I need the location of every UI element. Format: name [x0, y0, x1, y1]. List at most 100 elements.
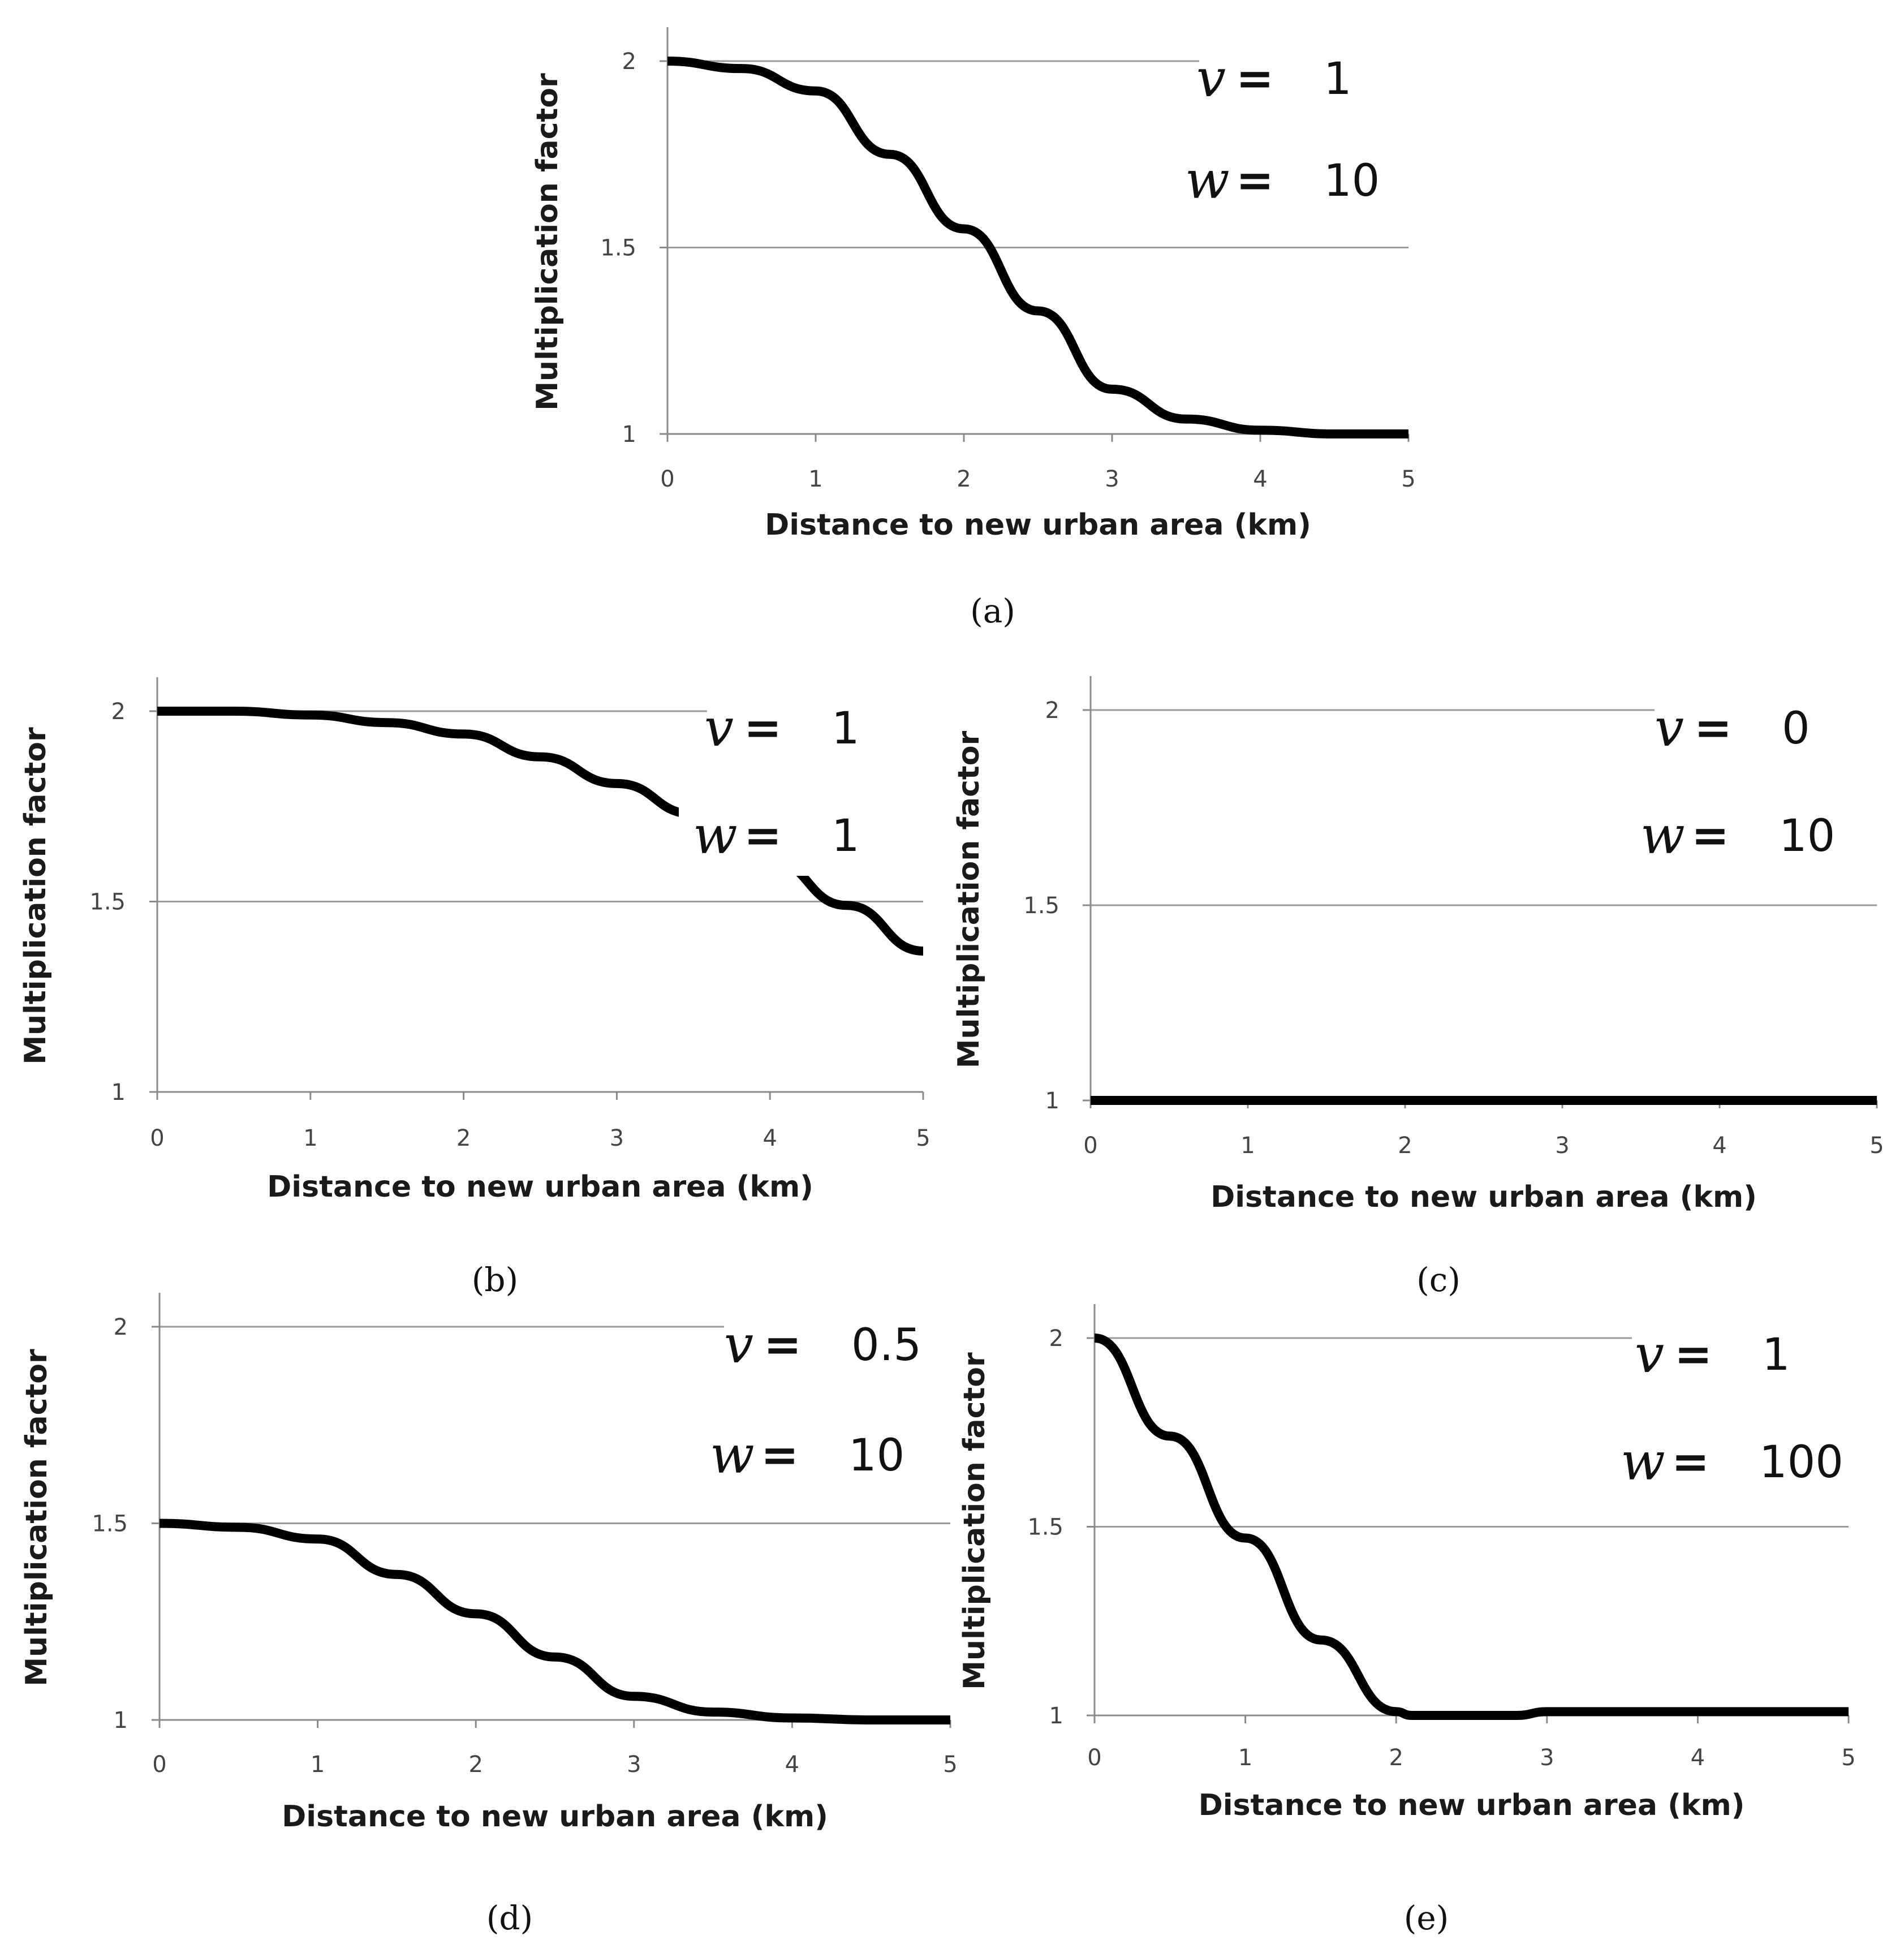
x-tick-label: 1: [1240, 1133, 1255, 1159]
y-tick-label: 1.5: [1023, 893, 1059, 919]
x-tick-label: 4: [1712, 1133, 1726, 1159]
w-equals-sign: =: [744, 809, 782, 862]
label-background: [679, 802, 848, 876]
x-tick-label: 1: [303, 1125, 317, 1151]
x-tick-label: 3: [1105, 466, 1119, 492]
x-axis-title: Distance to new urban area (km): [282, 1800, 828, 1834]
w-equals-sign: =: [1691, 809, 1729, 862]
x-tick-label: 0: [150, 1125, 164, 1151]
w-equals-sign: =: [761, 1429, 799, 1481]
x-tick-label: 2: [957, 466, 971, 492]
y-tick-label: 1: [1045, 1088, 1059, 1114]
w-parameter-label: w: [1185, 150, 1230, 210]
v-parameter-label: v: [724, 1314, 753, 1375]
y-tick-label: 2: [1045, 698, 1059, 724]
x-tick-label: 0: [660, 466, 674, 492]
y-axis-title: Multiplication factor: [19, 727, 53, 1065]
y-axis-title: Multiplication factor: [531, 73, 565, 411]
x-axis-title: Distance to new urban area (km): [267, 1170, 813, 1204]
y-tick-label: 2: [114, 1314, 128, 1340]
x-tick-label: 3: [1540, 1745, 1554, 1771]
x-tick-label: 0: [1087, 1745, 1101, 1771]
v-parameter-value: 0.5: [851, 1320, 921, 1371]
w-equals-sign: =: [1672, 1435, 1709, 1488]
y-tick-label: 1: [1049, 1703, 1063, 1729]
x-tick-label: 4: [785, 1752, 799, 1778]
w-parameter-value: 10: [848, 1430, 904, 1481]
x-axis-title: Distance to new urban area (km): [765, 508, 1311, 542]
x-tick-label: 1: [311, 1752, 325, 1778]
v-parameter-label: v: [1635, 1324, 1664, 1384]
v-equals-sign: =: [764, 1318, 802, 1371]
w-parameter-label: w: [1640, 805, 1685, 866]
panel-caption: (d): [486, 1899, 533, 1937]
w-parameter-label: w: [1621, 1431, 1665, 1492]
x-tick-label: 3: [627, 1752, 641, 1778]
panel-caption: (c): [1416, 1261, 1461, 1299]
y-tick-label: 1: [111, 1079, 126, 1106]
w-equals-sign: =: [1236, 154, 1274, 207]
y-tick-label: 2: [622, 49, 636, 75]
x-tick-label: 4: [1253, 466, 1267, 492]
v-parameter-value: 0: [1782, 703, 1810, 754]
v-parameter-label: v: [1655, 698, 1684, 758]
v-parameter-value: 1: [1324, 54, 1352, 105]
y-tick-label: 1: [114, 1707, 128, 1734]
y-axis-title: Multiplication factor: [958, 1352, 992, 1690]
v-equals-sign: =: [744, 702, 782, 754]
x-tick-label: 0: [152, 1752, 166, 1778]
series-line: [159, 1519, 950, 1725]
w-parameter-label: w: [693, 805, 738, 866]
y-tick-label: 1.5: [600, 235, 636, 261]
y-axis-title: Multiplication factor: [20, 1349, 54, 1687]
x-tick-label: 5: [1869, 1133, 1884, 1159]
y-tick-label: 1.5: [1027, 1515, 1063, 1541]
w-parameter-value: 10: [1324, 156, 1380, 207]
v-parameter-value: 1: [832, 703, 860, 754]
x-tick-label: 3: [610, 1125, 624, 1151]
x-tick-label: 5: [916, 1125, 930, 1151]
v-equals-sign: =: [1236, 52, 1274, 105]
x-tick-label: 4: [763, 1125, 777, 1151]
x-tick-label: 2: [1389, 1745, 1403, 1771]
x-tick-label: 5: [943, 1752, 957, 1778]
x-tick-label: 4: [1691, 1745, 1705, 1771]
y-tick-label: 1.5: [92, 1511, 128, 1537]
w-parameter-value: 1: [832, 811, 860, 862]
panel-caption: (e): [1404, 1899, 1449, 1937]
x-tick-label: 1: [1238, 1745, 1252, 1771]
v-equals-sign: =: [1674, 1328, 1712, 1380]
v-parameter-value: 1: [1762, 1330, 1790, 1380]
x-tick-label: 5: [1401, 466, 1415, 492]
series-line: [667, 57, 1408, 439]
series-line: [157, 706, 924, 956]
v-equals-sign: =: [1694, 702, 1732, 754]
w-parameter-value: 100: [1759, 1437, 1843, 1488]
series-line: [1094, 1334, 1849, 1721]
x-axis-title: Distance to new urban area (km): [1199, 1788, 1745, 1822]
x-tick-label: 5: [1841, 1745, 1855, 1771]
x-tick-label: 2: [1398, 1133, 1412, 1159]
v-parameter-label: v: [1196, 48, 1226, 109]
x-tick-label: 3: [1555, 1133, 1569, 1159]
panel-caption: (a): [970, 592, 1015, 630]
w-parameter-value: 10: [1779, 811, 1835, 862]
y-tick-label: 1.5: [89, 889, 126, 915]
y-tick-label: 1: [622, 421, 636, 448]
x-tick-label: 1: [808, 466, 822, 492]
v-parameter-label: v: [704, 698, 734, 758]
x-tick-label: 0: [1083, 1133, 1097, 1159]
x-axis-title: Distance to new urban area (km): [1211, 1180, 1757, 1214]
x-tick-label: 2: [468, 1752, 483, 1778]
x-tick-label: 2: [456, 1125, 471, 1151]
y-axis-title: Multiplication factor: [952, 730, 986, 1068]
panel-caption: (b): [472, 1261, 518, 1299]
w-parameter-label: w: [710, 1425, 755, 1485]
y-tick-label: 2: [1049, 1326, 1063, 1352]
